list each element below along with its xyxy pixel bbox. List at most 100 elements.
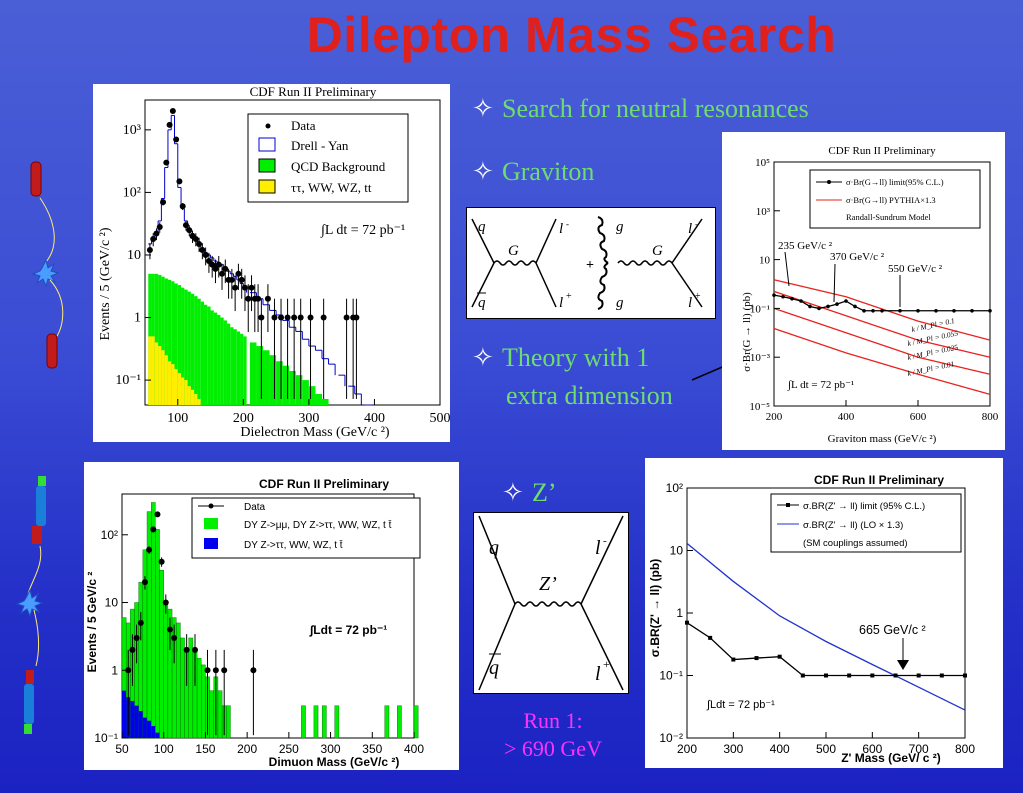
x-tick-label: 800 [955,742,975,756]
limit-point [870,673,875,678]
mass-235-annotation: 235 GeV/c ² [778,240,833,252]
chart-title: CDF Run II Preliminary [250,84,377,99]
data-point [196,240,203,247]
svg-text:-: - [695,219,698,229]
svg-text:l: l [559,221,563,237]
data-point [154,511,161,518]
dielectron-plot-panel: CDF Run II Preliminary 100 200 300 400 500 10… [93,84,450,442]
graviton-feynman-diagram: q q G l- l + + g g G l- l + [466,207,716,319]
legend-qcd-label: QCD Background [291,159,386,174]
limit-point [898,308,902,313]
qcd-bar [276,361,283,405]
limit-point [893,673,898,678]
zprime-chart: CDF Run II Preliminary 200 300 400 500 600 70… [648,473,975,765]
mc-bar [146,511,152,739]
other-bar [151,336,155,405]
limit-point [824,673,828,678]
limit-point [847,673,852,678]
qcd-bar [184,289,188,405]
svg-text:l: l [595,663,601,685]
y-tick-label: 10⁻⁵ [749,401,770,413]
x-tick-label: 400 [364,411,385,426]
x-tick-label: 400 [770,742,790,756]
data-point [255,295,262,302]
limit-point [685,620,689,625]
legend-bkg-swatch [204,538,218,549]
y-axis-label: Events / 5 (GeV/c ²) [98,227,113,340]
bkg-bar [122,690,127,738]
slide-title: Dilepton Mass Search [306,7,837,63]
x-tick-label: 400 [838,411,855,423]
qcd-bar [236,331,241,405]
zprime-feynman-diagram: q q Z’ l- l + [473,512,629,694]
data-point [307,314,314,321]
data-point [133,634,140,641]
data-point [222,265,229,272]
mc-bar [322,705,327,739]
data-point [221,667,228,674]
data-point [137,619,144,626]
mc-bar [201,664,206,739]
qcd-bar [263,350,270,405]
qcd-bar [240,333,244,405]
plot-frame [773,161,991,407]
bkg-bar [147,720,152,738]
limit-point [826,304,830,309]
legend-theory-label: σ·Br(G→ll) PYTHIA×1.3 [846,195,936,205]
svg-text:g: g [616,219,624,235]
svg-text:+: + [586,258,594,273]
limit-point [939,673,944,678]
star-bullet-icon: ✧ [472,157,494,186]
qcd-bar [187,291,191,405]
k-label-0.01: k / M_Pl = 0.01 [907,359,956,378]
mc-bar [150,502,156,739]
other-bar [190,389,195,405]
other-bar [148,336,152,405]
theory-curve [686,542,966,711]
qcd-bar [204,304,208,405]
x-tick-label: 800 [982,411,999,423]
qcd-bar [308,386,316,405]
qcd-bar [256,346,263,405]
data-point [258,314,265,321]
data-point [150,236,157,243]
data-point [160,199,167,206]
mc-bar [226,705,231,739]
qcd-bar [282,365,290,405]
data-point [228,276,235,283]
legend-limit-label: σ.BR(Z' → ll) limit (95% C.L.) [803,501,925,512]
limit-point [708,635,713,640]
other-bar [177,372,182,405]
qcd-bar [233,329,237,405]
qcd-bar [161,276,165,405]
legend-box: σ·Br(G→ll) limit(95% C.L.) σ·Br(G→ll) PY… [809,169,981,229]
chart-title: CDF Run II Preliminary [828,145,936,157]
y-tick-label: 10⁻¹ [750,303,770,315]
legend-other-label: ττ, WW, WZ, tt [291,180,372,195]
y-tick-label: 10³ [123,123,141,138]
x-tick-label: 350 [362,742,382,756]
limit-point [731,657,736,662]
other-bar [194,393,198,405]
data-point [264,295,271,302]
qcd-bar [194,296,198,405]
mc-bar [301,705,306,739]
svg-text:q: q [478,219,486,235]
y-tick-label: 10⁻³ [750,352,771,364]
mc-bar [188,637,194,739]
svg-text:l: l [688,295,692,311]
limit-point [777,654,782,659]
data-point [235,270,242,277]
limit-point [952,308,956,313]
svg-text:+: + [603,657,610,671]
svg-text:+: + [695,291,701,302]
mass-550-annotation: 550 GeV/c ² [888,263,943,275]
x-tick-label: 600 [862,742,882,756]
qcd-bar [243,336,247,405]
qcd-bar [289,370,296,405]
qcd-bar [217,314,221,405]
svg-text:q: q [478,295,486,311]
x-tick-label: 200 [766,411,783,423]
bkg-bar [142,717,148,738]
x-tick-label: 700 [909,742,929,756]
